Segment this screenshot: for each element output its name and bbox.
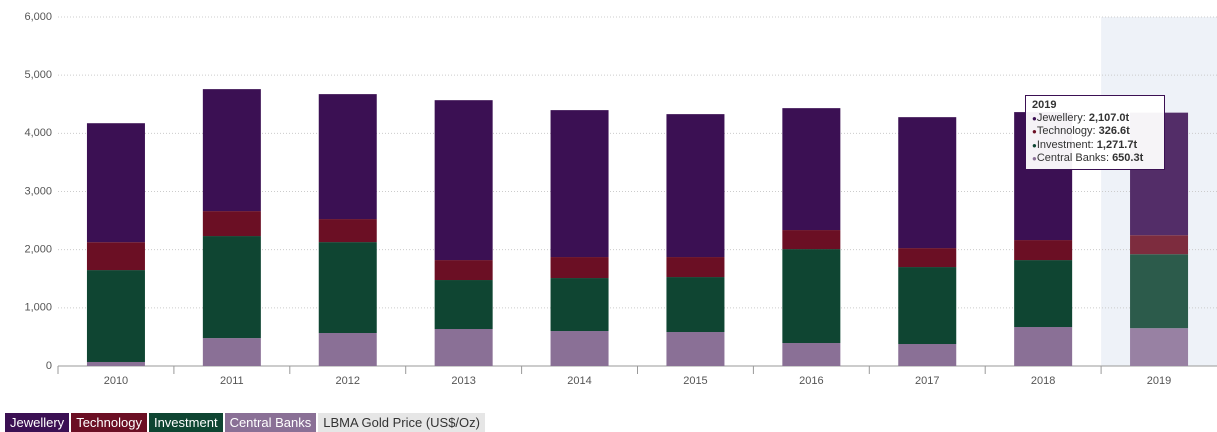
legend-item[interactable]: Central Banks [224, 413, 317, 432]
x-tick-label: 2011 [220, 375, 244, 387]
tooltip-sep: : [1082, 111, 1089, 124]
bar-segment [666, 257, 725, 278]
legend-item[interactable]: Jewellery [5, 413, 70, 432]
x-tick-label: 2019 [1147, 375, 1171, 387]
bar-segment [86, 361, 145, 366]
legend-item[interactable]: LBMA Gold Price (US$/Oz) [318, 413, 485, 432]
y-tick-label: 3,000 [24, 185, 52, 197]
bar-segment [666, 277, 725, 333]
y-tick-label: 5,000 [24, 69, 52, 81]
x-tick-label: 2014 [567, 375, 591, 387]
bar-segment [898, 248, 957, 268]
bar-segment [1014, 327, 1073, 366]
tooltip-sep: : [1090, 138, 1097, 151]
bar-segment [318, 242, 377, 334]
y-tick-label: 6,000 [24, 11, 52, 23]
tooltip-name: Jewellery [1036, 111, 1083, 124]
y-tick-label: 0 [46, 360, 52, 372]
tooltip-name: Central Banks [1036, 152, 1106, 164]
bar-segment [434, 280, 493, 330]
x-tick-label: 2018 [1031, 375, 1055, 387]
y-tick-label: 4,000 [24, 127, 52, 139]
legend-item[interactable]: Investment [148, 413, 223, 432]
tooltip-row: ●Technology: 326.6t [1032, 125, 1158, 139]
bar-segment [434, 329, 493, 366]
tooltip-sep: : [1105, 152, 1113, 164]
bar-segment [1130, 235, 1189, 255]
bar-segment [666, 114, 725, 258]
bar-segment [202, 89, 261, 212]
bar-segment [202, 211, 261, 237]
bar-segment [550, 331, 609, 366]
bar-segment [86, 270, 145, 362]
x-tick-label: 2012 [336, 375, 360, 387]
tooltip-dot: ● [1032, 127, 1037, 136]
bar-segment [86, 242, 145, 271]
x-tick-label: 2016 [799, 375, 823, 387]
x-tick-label: 2015 [683, 375, 707, 387]
bar-segment [1130, 254, 1189, 329]
bar-segment [898, 344, 957, 366]
bar-segment [202, 236, 261, 339]
bar-segment [1130, 328, 1189, 366]
tooltip-row: ●Central Banks: 650.3t [1032, 152, 1158, 166]
x-tick-label: 2010 [104, 375, 128, 387]
bar-segment [1014, 260, 1073, 328]
tooltip-value: 2,107.0t [1088, 111, 1130, 124]
tooltip-row: ●Jewellery: 2,107.0t [1032, 112, 1158, 126]
tooltip-dot: ● [1032, 113, 1037, 123]
bar-segment [666, 332, 725, 366]
bar-segment [318, 94, 377, 220]
bar-segment [434, 100, 493, 261]
legend: Jewellery Technology Investment Central Ban… [5, 413, 485, 432]
tooltip-dot: ● [1032, 154, 1037, 163]
bar-segment [202, 338, 261, 366]
bar-segment [1014, 240, 1073, 261]
tooltip-value: 650.3t [1112, 152, 1144, 164]
tooltip-value: 1,271.7t [1096, 138, 1138, 151]
tooltip-dot: ● [1032, 140, 1037, 150]
bar-segment [782, 230, 841, 250]
bar-segment [782, 343, 841, 366]
tooltip-row: ●Investment: 1,271.7t [1032, 139, 1158, 153]
legend-item[interactable]: Technology [71, 413, 147, 432]
bar-segment [434, 260, 493, 281]
x-tick-label: 2013 [451, 375, 475, 387]
bar-segment [550, 110, 609, 258]
y-tick-label: 2,000 [24, 244, 52, 256]
tooltip-name: Technology [1036, 125, 1093, 137]
bar-segment [782, 249, 841, 344]
tooltip-value: 326.6t [1098, 125, 1130, 137]
y-tick-label: 1,000 [24, 302, 52, 314]
bar-segment [898, 117, 957, 249]
bar-segment [550, 257, 609, 279]
tooltip-sep: : [1092, 125, 1099, 137]
bar-segment [86, 123, 145, 243]
bar-segment [318, 219, 377, 243]
tooltip-name: Investment [1036, 138, 1091, 151]
bar-segment [318, 333, 377, 366]
bar-segment [782, 108, 841, 231]
tooltip: 2019 ●Jewellery: 2,107.0t ●Technology: 326… [1025, 95, 1165, 170]
bar-segment [898, 267, 957, 345]
tooltip-title: 2019 [1032, 99, 1057, 111]
bar-segment [550, 278, 609, 332]
chart: 0 1,000 2,000 3,000 4,000 5,000 6,000 2010 2011 2… [24, 11, 1217, 387]
x-tick-label: 2017 [915, 375, 939, 387]
